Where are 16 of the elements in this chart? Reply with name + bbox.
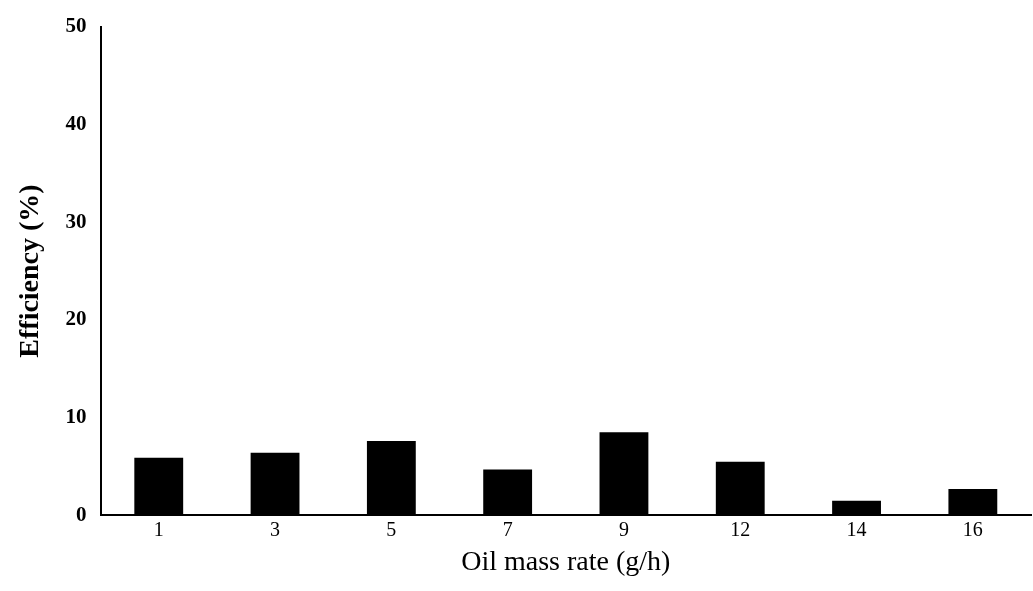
x-tick-label: 1 bbox=[153, 517, 164, 540]
x-tick-label: 12 bbox=[730, 517, 751, 540]
y-tick-label: 20 bbox=[65, 306, 87, 331]
y-tick-label: 30 bbox=[65, 208, 87, 233]
x-tick-label: 5 bbox=[386, 517, 397, 540]
x-tick-label: 3 bbox=[270, 517, 281, 540]
y-tick-label: 50 bbox=[65, 13, 87, 38]
x-tick-label: 7 bbox=[502, 517, 513, 540]
y-tick-label: 10 bbox=[65, 404, 87, 429]
x-tick-label: 9 bbox=[618, 517, 629, 540]
y-axis-title: Efficiency (%) bbox=[13, 184, 45, 358]
x-tick-label: 16 bbox=[962, 517, 983, 540]
x-axis-title: Oil mass rate (g/h) bbox=[461, 544, 671, 576]
x-tick-label: 14 bbox=[846, 517, 867, 540]
y-tick-label: 40 bbox=[65, 110, 87, 135]
y-tick-label: 0 bbox=[76, 501, 87, 526]
